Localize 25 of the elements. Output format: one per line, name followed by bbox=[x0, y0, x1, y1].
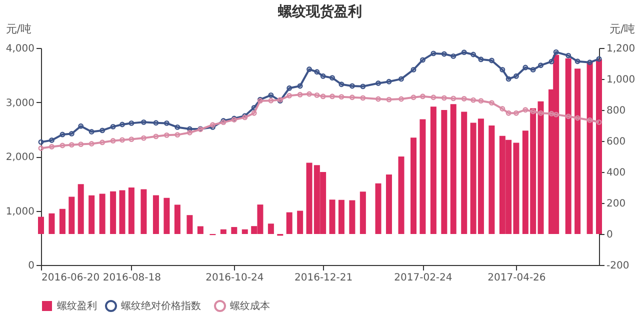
y2-tick-label: 800 bbox=[606, 106, 626, 116]
chart-title: 螺纹现货盈利 bbox=[277, 4, 362, 20]
y-axis-title: 元/吨 bbox=[6, 22, 32, 36]
y2-tick-label: 1,200 bbox=[606, 44, 636, 54]
y-tick-label: 2,000 bbox=[6, 152, 34, 163]
x-tick-label: 2016-06-20 bbox=[42, 272, 100, 284]
x-tick-label: 2017-02-24 bbox=[394, 272, 452, 284]
y-tick-label: 4,000 bbox=[6, 44, 34, 54]
legend-label: 螺纹盈利 bbox=[57, 300, 97, 312]
y2-tick-label: 0 bbox=[606, 230, 613, 240]
x-tick-label: 2016-12-21 bbox=[294, 272, 353, 284]
x-tick-label: 2016-10-24 bbox=[206, 272, 264, 284]
y2-tick-label: 200 bbox=[606, 198, 626, 210]
x-tick-label: 2016-08-18 bbox=[102, 272, 162, 284]
y-tick-label: 0 bbox=[28, 260, 34, 272]
y2-tick-label: 400 bbox=[606, 168, 626, 178]
y2-tick-label: 1,000 bbox=[606, 74, 636, 86]
y2-tick-label: 600 bbox=[606, 136, 626, 148]
x-tick-label: 2017-04-26 bbox=[488, 272, 546, 284]
legend-label: 螺纹成本 bbox=[230, 300, 270, 312]
y-tick-label: 3,000 bbox=[6, 98, 34, 109]
y-tick-label: 1,000 bbox=[6, 206, 34, 218]
y2-tick-label: -200 bbox=[606, 260, 630, 272]
legend-label: 螺纹绝对价格指数 bbox=[121, 300, 201, 312]
y2-axis-title: 元/吨 bbox=[610, 22, 636, 36]
